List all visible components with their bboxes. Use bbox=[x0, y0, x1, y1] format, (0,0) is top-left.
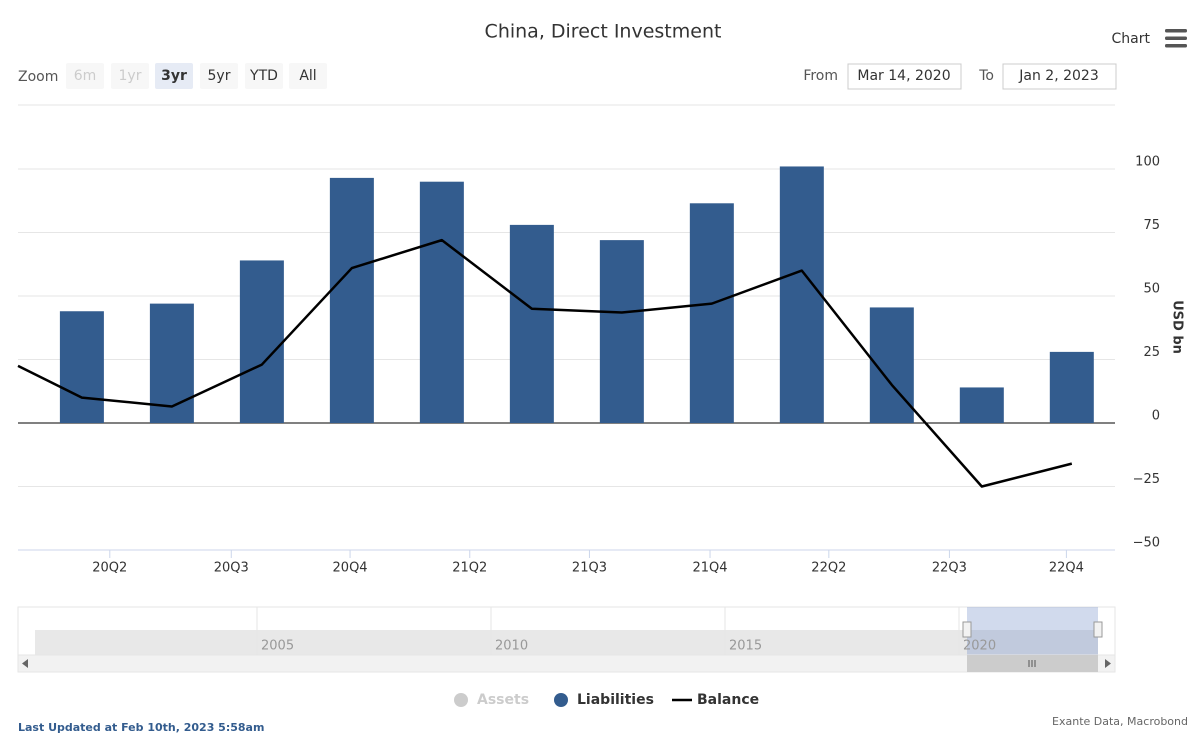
plot-area: −50 −25 0 25 50 75 100 20Q2 20Q3 20Q4 21Q2 21Q3 21Q4… bbox=[17, 155, 1160, 576]
bar bbox=[1049, 351, 1094, 423]
from-label: From bbox=[803, 68, 838, 84]
legend: Assets Liabilities Balance bbox=[454, 692, 759, 708]
bar bbox=[239, 260, 284, 423]
zoom-label: Zoom bbox=[18, 69, 58, 85]
from-value: Mar 14, 2020 bbox=[857, 68, 950, 84]
bar bbox=[959, 387, 1004, 423]
navigator-selection[interactable] bbox=[967, 607, 1098, 655]
bar bbox=[59, 311, 104, 423]
zoom-button[interactable] bbox=[66, 63, 104, 89]
scrollbar-track[interactable] bbox=[17, 654, 1116, 673]
to-input[interactable] bbox=[1002, 63, 1117, 90]
x-tick-label: 20Q3 bbox=[214, 561, 249, 576]
x-tick-label: 22Q4 bbox=[1049, 561, 1084, 576]
navigator-fill bbox=[35, 630, 1098, 655]
y-tick-label: −25 bbox=[1133, 472, 1160, 487]
navigator-label: 2010 bbox=[495, 639, 528, 654]
navigator-label: 2015 bbox=[729, 639, 762, 654]
zoom-button[interactable] bbox=[245, 63, 283, 89]
x-tick-label: 21Q3 bbox=[572, 561, 607, 576]
x-tick-label: 20Q4 bbox=[333, 561, 368, 576]
legend-label[interactable]: Assets bbox=[477, 692, 529, 708]
zoom-button-label: 3yr bbox=[161, 68, 187, 84]
bar bbox=[509, 224, 554, 423]
legend-label[interactable]: Balance bbox=[697, 692, 759, 708]
y-tick-label: 100 bbox=[1135, 155, 1160, 170]
zoom-buttons: 6m 1yr 3yr 5yr YTD All bbox=[66, 63, 327, 89]
navigator-label: 2005 bbox=[261, 639, 294, 654]
x-tick-label: 21Q2 bbox=[452, 561, 487, 576]
bar bbox=[599, 240, 644, 423]
chart-title: China, Direct Investment bbox=[485, 21, 722, 43]
zoom-button-label: All bbox=[299, 68, 316, 84]
x-tick-label: 22Q3 bbox=[932, 561, 967, 576]
menu-label[interactable]: Chart bbox=[1112, 31, 1151, 47]
y-axis-title: USD bn bbox=[1170, 300, 1185, 354]
y-tick-label: 25 bbox=[1143, 345, 1160, 360]
zoom-button[interactable] bbox=[155, 63, 193, 89]
legend-symbol bbox=[454, 693, 468, 707]
zoom-button-label: 6m bbox=[74, 68, 97, 84]
navigator-handle[interactable] bbox=[962, 621, 972, 638]
x-tick-label: 21Q4 bbox=[693, 561, 728, 576]
bar bbox=[149, 303, 194, 423]
x-tick-label: 22Q2 bbox=[811, 561, 846, 576]
bar bbox=[689, 203, 734, 423]
zoom-button[interactable] bbox=[289, 63, 327, 89]
scrollbar-grip bbox=[1028, 660, 1036, 667]
menu-icon[interactable] bbox=[1165, 29, 1187, 48]
balance-line bbox=[17, 238, 1073, 488]
x-tick-label: 20Q2 bbox=[92, 561, 127, 576]
zoom-button-label: 1yr bbox=[119, 68, 142, 84]
y-tick-label: 50 bbox=[1143, 282, 1160, 297]
zoom-button-label: YTD bbox=[249, 68, 278, 84]
y-tick-label: 0 bbox=[1152, 409, 1160, 424]
navigator-labels: 2005 2010 2015 2020 bbox=[256, 607, 996, 655]
to-value: Jan 2, 2023 bbox=[1018, 68, 1098, 84]
bar bbox=[329, 177, 374, 423]
from-input[interactable] bbox=[847, 63, 962, 90]
navigator-label: 2020 bbox=[963, 639, 996, 654]
footer-updated: Last Updated at Feb 10th, 2023 5:58am bbox=[18, 721, 264, 734]
zoom-button[interactable] bbox=[111, 63, 149, 89]
bar bbox=[419, 181, 464, 423]
to-label: To bbox=[978, 68, 994, 84]
zoom-button[interactable] bbox=[200, 63, 238, 89]
y-tick-label: 75 bbox=[1143, 218, 1160, 233]
y-tick-label: −50 bbox=[1133, 536, 1160, 551]
legend-symbol bbox=[554, 693, 568, 707]
bar bbox=[779, 166, 824, 423]
legend-label[interactable]: Liabilities bbox=[577, 692, 654, 708]
footer-source: Exante Data, Macrobond bbox=[1052, 715, 1188, 728]
navigator-handle[interactable] bbox=[1093, 621, 1103, 638]
navigator[interactable] bbox=[17, 606, 1116, 673]
zoom-button-label: 5yr bbox=[208, 68, 231, 84]
